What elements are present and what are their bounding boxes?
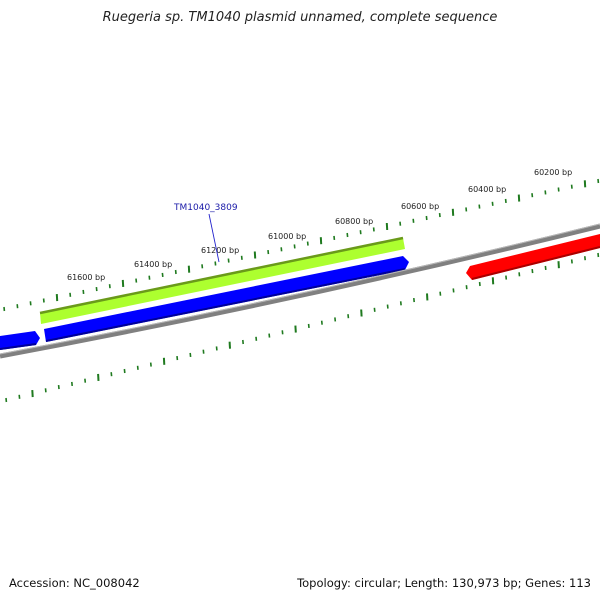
cds-arrow-red-body[interactable] [466,234,600,280]
ruler-label-61400: 61400 bp [134,260,172,269]
cds-arrow-blue-left[interactable] [0,331,40,350]
ruler-label-60600: 60600 bp [401,202,439,211]
cds-arrow-blue-long-body[interactable] [44,256,409,342]
gene-arrow-green-body[interactable] [40,238,405,324]
ruler-label-60400: 60400 bp [468,185,506,194]
gene-label-tm1040-3809[interactable]: TM1040_3809 [173,203,238,213]
cds-arrow-blue-long-edge [45,268,406,342]
accession-text: Accession: NC_008042 [9,576,140,590]
plasmid-backbone [0,223,600,359]
outer-tick-ring [3,178,600,312]
ruler-label-60800: 60800 bp [335,217,373,226]
cds-arrow-blue-long[interactable] [44,256,409,342]
ruler-label-61200: 61200 bp [201,246,239,255]
gene-callout-line [208,213,220,263]
cds-arrow-red[interactable] [466,234,600,280]
cds-arrow-blue-left-edge [0,343,37,350]
cds-arrow-red-edge [471,246,600,280]
gene-arrow-green[interactable] [39,236,405,324]
inner-tick-ring [5,252,600,403]
gene-arrow-green-edge [39,236,404,315]
sequence-summary: Topology: circular; Length: 130,973 bp; … [297,576,591,590]
map-title: Ruegeria sp. TM1040 plasmid unnamed, com… [102,10,498,25]
plasmid-backbone-highlight [0,223,600,355]
ruler-label-60200: 60200 bp [534,168,572,177]
ruler-label-61600: 61600 bp [67,273,105,282]
ruler-labels: 61600 bp 61400 bp 61200 bp 61000 bp 6080… [67,168,572,282]
ruler-label-61000: 61000 bp [268,232,306,241]
